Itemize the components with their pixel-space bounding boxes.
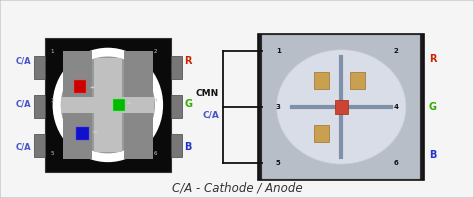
Text: B: B [184,142,191,152]
Bar [262,35,420,179]
Bar [171,134,182,157]
Text: 5: 5 [276,160,281,166]
Text: 6: 6 [393,160,399,166]
Bar [350,72,365,89]
Text: C/A: C/A [16,56,31,65]
Bar [314,72,329,89]
Text: 6: 6 [154,151,157,156]
Text: 2: 2 [154,49,157,54]
Bar [34,134,45,157]
Ellipse shape [53,48,163,162]
Text: C/A: C/A [202,110,219,119]
Bar [94,58,122,152]
Bar [63,113,91,159]
Text: C/A: C/A [16,142,31,151]
Text: CMN: CMN [196,89,219,98]
Circle shape [91,87,95,88]
Text: 4: 4 [154,98,157,103]
Text: G: G [429,102,437,112]
Bar [63,51,91,97]
Text: C/A: C/A [16,99,31,108]
Text: C/A - Cathode / Anode: C/A - Cathode / Anode [172,181,302,194]
Bar [61,97,155,113]
Text: 3: 3 [276,104,281,110]
Bar [171,56,182,79]
Bar [45,38,171,172]
Ellipse shape [276,50,406,164]
Text: R: R [184,55,192,66]
Bar [74,80,86,93]
Circle shape [93,131,98,133]
Bar [124,113,153,159]
Bar [34,56,45,79]
Bar [76,127,89,140]
Ellipse shape [61,56,155,153]
Bar [113,99,126,111]
Text: 3: 3 [51,98,55,103]
Text: B: B [429,150,437,160]
Text: 1: 1 [51,49,55,54]
Bar [171,95,182,118]
Bar [314,125,329,142]
Text: 2: 2 [393,48,399,54]
Text: G: G [184,99,192,109]
Text: 4: 4 [393,104,399,110]
Circle shape [127,102,131,104]
Bar [124,51,153,97]
Bar [335,100,348,114]
Text: R: R [429,54,437,64]
Text: 1: 1 [276,48,281,54]
Bar [34,95,45,118]
Bar [258,34,424,180]
Text: 5: 5 [51,151,55,156]
